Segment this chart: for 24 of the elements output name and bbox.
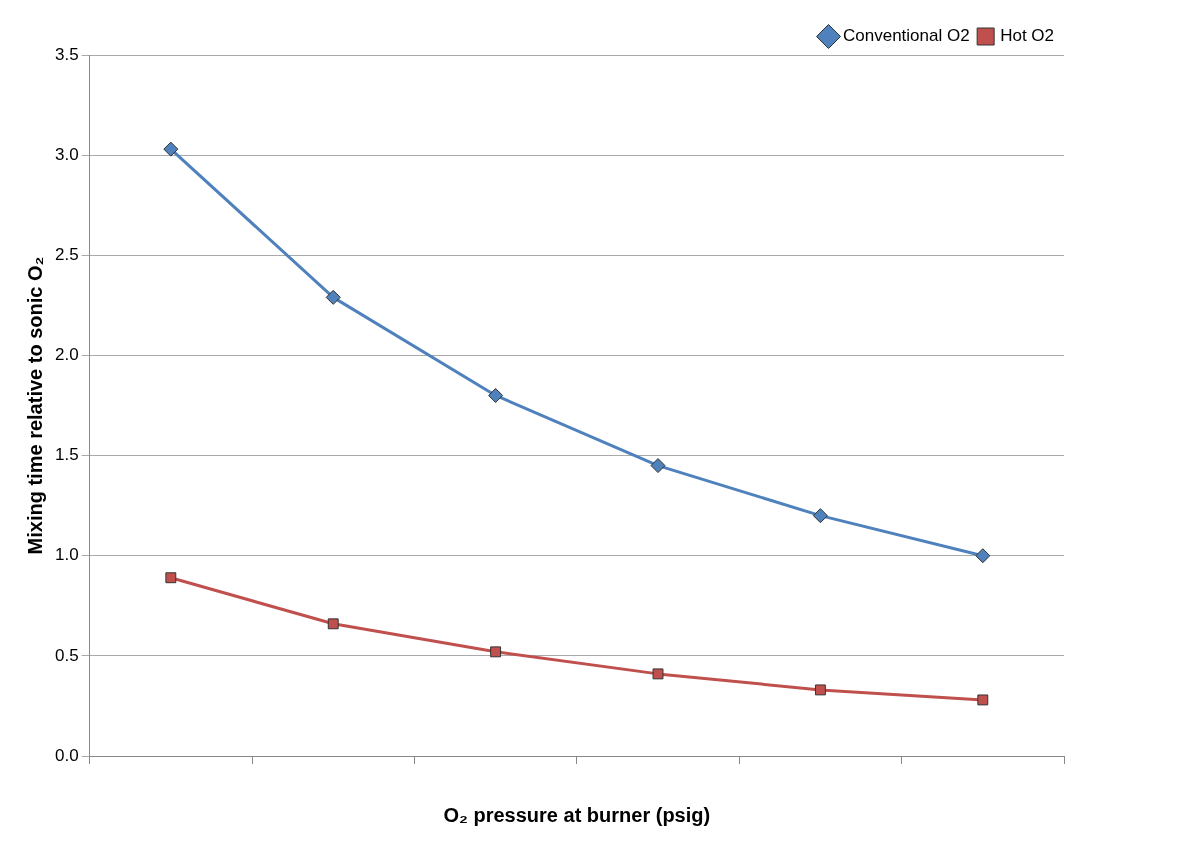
point — [327, 618, 339, 630]
y-axis-title: Mixing time relative to sonic O₂ — [23, 256, 46, 555]
y-tick-label: 2.5 — [54, 244, 79, 264]
point — [814, 684, 826, 696]
y-tick-label: 1.5 — [54, 445, 79, 465]
point — [325, 289, 341, 305]
point — [165, 572, 177, 584]
legend-label: Conventional O2 — [843, 26, 970, 46]
y-tick-label: 2.0 — [54, 345, 79, 365]
point — [488, 387, 504, 403]
point — [490, 646, 502, 658]
point — [812, 508, 828, 524]
y-tick-label: 0.0 — [54, 745, 79, 765]
point — [975, 548, 991, 564]
y-tick-label: 3.0 — [54, 144, 79, 164]
point — [652, 668, 664, 680]
point — [977, 694, 989, 706]
point — [650, 458, 666, 474]
point — [163, 141, 179, 157]
y-tick-label: 0.5 — [54, 645, 79, 665]
x-axis-title: O₂ pressure at burner (psig) — [443, 803, 711, 826]
y-tick-label: 3.5 — [54, 44, 79, 64]
y-tick-label: 1.0 — [54, 545, 79, 565]
legend-label: Hot O2 — [1000, 26, 1054, 46]
